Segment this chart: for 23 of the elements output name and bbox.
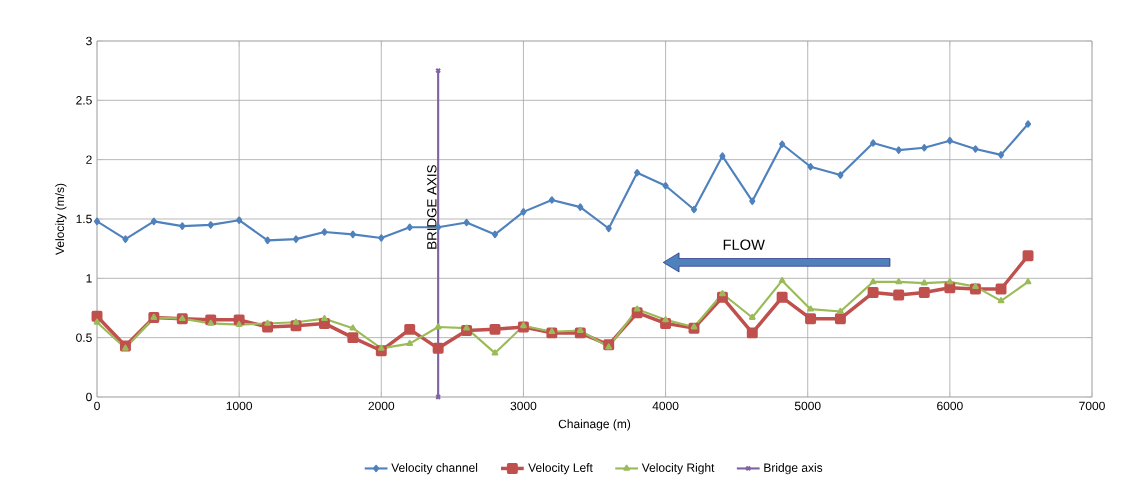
y-tick-label: 1 [86, 274, 92, 283]
x-tick-label: 5000 [794, 401, 821, 411]
x-axis-title: Chainage (m) [558, 419, 631, 431]
annotation: FLOW [723, 239, 765, 250]
annotation: BRIDGE AXIS [427, 165, 437, 249]
legend-label: Velocity Right [641, 463, 715, 475]
y-tick-label: 0.5 [76, 333, 92, 342]
legend-label: Bridge axis [764, 463, 823, 475]
x-tick-label: 0 [94, 401, 100, 411]
y-tick-label: 2 [86, 155, 92, 164]
x-tick-label: 2000 [368, 401, 395, 411]
x-tick-label: 7000 [1079, 401, 1105, 411]
x-tick-label: 1000 [226, 401, 253, 411]
y-tick-label: 0 [86, 392, 92, 402]
legend-label: Velocity Left [528, 463, 593, 475]
y-axis-title: Velocity (m/s) [55, 183, 67, 255]
x-tick-label: 3000 [510, 401, 537, 411]
y-tick-label: 3 [86, 36, 92, 46]
x-tick-label: 4000 [652, 401, 679, 411]
x-tick-label: 6000 [937, 401, 963, 411]
y-tick-label: 2.5 [76, 96, 92, 105]
y-tick-label: 1.5 [76, 214, 92, 224]
legend-label: Velocity channel [391, 463, 478, 475]
